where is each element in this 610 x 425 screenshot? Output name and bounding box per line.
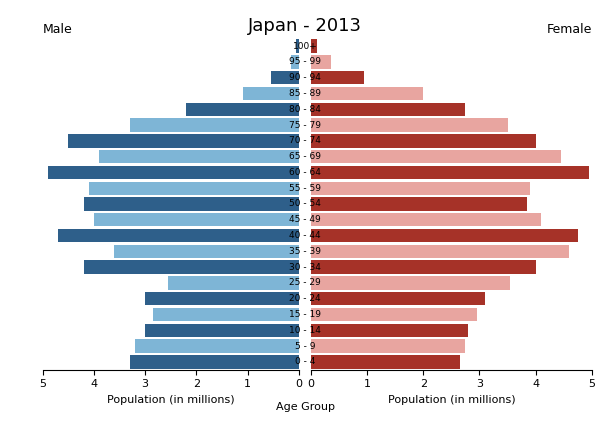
Text: Female: Female (547, 23, 592, 36)
Text: Japan - 2013: Japan - 2013 (248, 17, 362, 35)
Bar (311, 71, 364, 85)
Text: 20 - 24: 20 - 24 (289, 294, 321, 303)
Text: 15 - 19: 15 - 19 (289, 310, 321, 319)
Bar (311, 197, 527, 211)
Bar (311, 323, 468, 337)
Bar (311, 292, 485, 306)
Bar (311, 119, 508, 132)
Bar (311, 339, 465, 353)
X-axis label: Population (in millions): Population (in millions) (387, 395, 515, 405)
Bar (99, 150, 299, 163)
Text: 25 - 29: 25 - 29 (289, 278, 321, 287)
Bar (135, 339, 299, 353)
Bar (153, 308, 299, 321)
Bar (311, 40, 317, 53)
Text: 50 - 54: 50 - 54 (289, 199, 321, 209)
Bar (311, 261, 536, 274)
Text: 40 - 44: 40 - 44 (289, 231, 321, 240)
Text: 75 - 79: 75 - 79 (289, 121, 321, 130)
Bar (84, 197, 299, 211)
Bar (311, 55, 331, 69)
Bar (296, 40, 299, 53)
Bar (311, 134, 536, 147)
Bar (311, 102, 465, 116)
Text: 45 - 49: 45 - 49 (289, 215, 321, 224)
Text: 55 - 59: 55 - 59 (289, 184, 321, 193)
X-axis label: Population (in millions): Population (in millions) (107, 395, 235, 405)
Bar (311, 355, 460, 368)
Bar (271, 71, 299, 85)
Text: 65 - 69: 65 - 69 (289, 152, 321, 161)
Bar (186, 102, 299, 116)
Bar (311, 150, 561, 163)
Text: 95 - 99: 95 - 99 (289, 57, 321, 66)
Bar (311, 166, 589, 179)
Bar (84, 261, 299, 274)
Bar (145, 323, 299, 337)
Text: 80 - 84: 80 - 84 (289, 105, 321, 114)
Bar (48, 166, 299, 179)
Text: 85 - 89: 85 - 89 (289, 89, 321, 98)
Bar (130, 119, 299, 132)
Bar (243, 87, 299, 100)
Bar (145, 292, 299, 306)
Bar (68, 134, 299, 147)
Text: 100+: 100+ (293, 42, 317, 51)
Bar (58, 229, 299, 242)
Text: 70 - 74: 70 - 74 (289, 136, 321, 145)
Text: Age Group: Age Group (276, 402, 334, 412)
Text: 90 - 94: 90 - 94 (289, 73, 321, 82)
Bar (311, 229, 578, 242)
Bar (291, 55, 299, 69)
Bar (94, 213, 299, 227)
Bar (311, 276, 511, 290)
Text: Male: Male (43, 23, 73, 36)
Text: 10 - 14: 10 - 14 (289, 326, 321, 335)
Text: 5 - 9: 5 - 9 (295, 342, 315, 351)
Bar (311, 213, 541, 227)
Text: 35 - 39: 35 - 39 (289, 247, 321, 256)
Bar (311, 87, 423, 100)
Text: 0 - 4: 0 - 4 (295, 357, 315, 366)
Bar (168, 276, 299, 290)
Text: 30 - 34: 30 - 34 (289, 263, 321, 272)
Bar (311, 245, 569, 258)
Bar (115, 245, 299, 258)
Bar (311, 181, 530, 195)
Bar (89, 181, 299, 195)
Text: 60 - 64: 60 - 64 (289, 168, 321, 177)
Bar (311, 308, 476, 321)
Bar (130, 355, 299, 368)
